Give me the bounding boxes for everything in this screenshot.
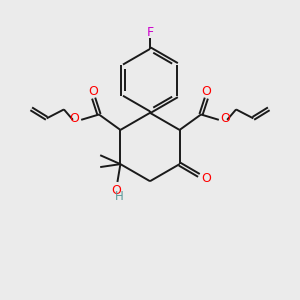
Text: O: O [70,112,80,124]
Text: O: O [201,85,211,98]
Text: H: H [115,190,123,203]
Text: O: O [201,172,211,185]
Text: O: O [89,85,99,98]
Text: O: O [111,184,121,197]
Text: O: O [220,112,230,124]
Text: F: F [146,26,154,39]
